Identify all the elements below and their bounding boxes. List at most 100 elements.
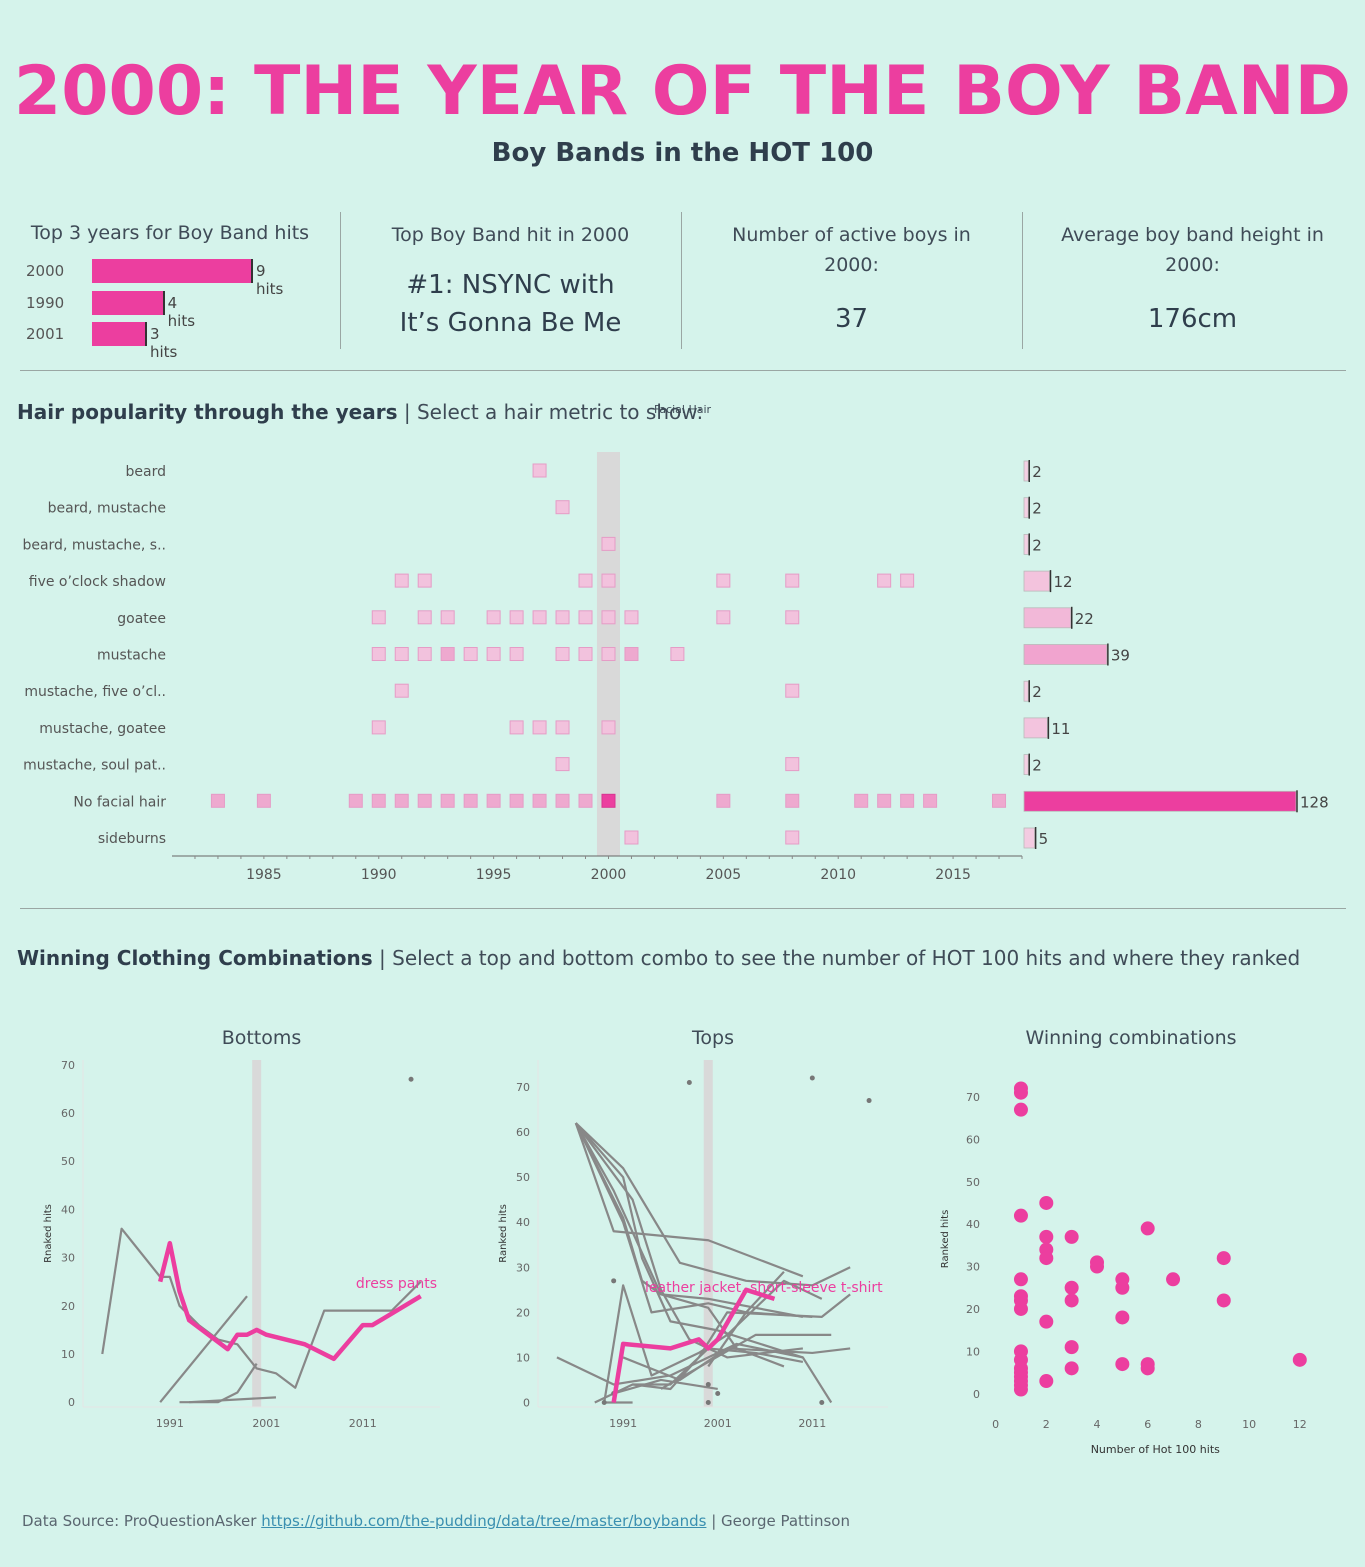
hair-year-mark (486, 647, 501, 661)
scatter-point (1039, 1229, 1054, 1244)
scatter-point (1064, 1340, 1079, 1355)
series-line (613, 1378, 718, 1395)
series-line (575, 1122, 851, 1287)
kpi-avg-height-heading-line1: Average boy band height in (1061, 224, 1324, 246)
hair-total-label: 2 (1032, 500, 1042, 518)
kpi-divider (681, 212, 682, 349)
hair-total-label: 12 (1054, 573, 1073, 591)
series-line (660, 1333, 832, 1390)
series-point (866, 1098, 872, 1104)
hair-year-mark (509, 610, 524, 625)
y-tick-label: 10 (516, 1351, 530, 1364)
highlight-year-band (252, 1060, 262, 1407)
hair-year-mark (394, 647, 409, 661)
hair-row-label: mustache, soul pat.. (23, 758, 166, 774)
hair-year-mark (578, 573, 593, 588)
x-axis-label: Number of Hot 100 hits (1091, 1443, 1220, 1456)
hair-total-label: 2 (1032, 536, 1042, 554)
hair-year-mark (578, 647, 593, 661)
hair-total-label: 11 (1051, 720, 1070, 738)
tops-chart[interactable]: Tops 0 10 20 30 40 50 60 70 1991 2001 2011 Ranked hi… (470, 1020, 900, 1440)
x-tick-label: 2015 (935, 867, 971, 883)
chart-title: Bottoms (222, 1027, 302, 1049)
hair-year-mark (992, 793, 1007, 808)
page-subtitle: Boy Bands in the HOT 100 (491, 138, 874, 168)
top-year-label: 2000 (26, 262, 65, 280)
hair-year-mark (601, 793, 616, 808)
hair-year-mark (900, 573, 915, 588)
bottoms-chart[interactable]: Bottoms 0 10 20 30 40 50 60 70 1991 2001 2011 Rnaked… (20, 1020, 450, 1440)
scatter-point (1013, 1208, 1028, 1223)
top-year-bar (92, 291, 165, 315)
hair-year-mark (670, 647, 685, 661)
hair-year-mark (417, 793, 432, 808)
hair-year-mark (509, 793, 524, 808)
series-line (707, 1271, 785, 1368)
hair-year-mark (371, 647, 386, 661)
scatter-point (1166, 1272, 1181, 1287)
hair-row-label: No facial hair (73, 794, 166, 810)
kpi-active-boys-heading-line1: Number of active boys in (732, 224, 971, 246)
hair-year-mark (601, 536, 616, 551)
series-point (705, 1381, 711, 1387)
hair-total-label: 22 (1075, 610, 1094, 628)
hair-year-mark (716, 573, 731, 588)
x-tick-label: 2001 (252, 1417, 280, 1430)
hair-row-label: mustache, goatee (39, 721, 166, 737)
scatter-point (1115, 1310, 1130, 1325)
scatter-point (1013, 1382, 1028, 1397)
hair-year-mark (877, 573, 892, 588)
series-line (594, 1293, 851, 1404)
hair-year-mark (555, 500, 570, 515)
hair-year-mark (601, 647, 616, 661)
scatter-point (1115, 1280, 1130, 1295)
series-point (809, 1075, 815, 1081)
scatter-point (1216, 1293, 1231, 1308)
hair-total-label: 128 (1300, 793, 1329, 811)
top-year-label: 2001 (26, 325, 65, 343)
footer-source-link[interactable]: https://github.com/the-pudding/data/tree… (261, 1512, 707, 1530)
hair-year-mark (371, 720, 386, 735)
x-tick-label: 2011 (349, 1417, 377, 1430)
x-tick-label: 2 (1043, 1418, 1050, 1431)
y-tick-label: 60 (966, 1133, 980, 1146)
top-year-hits-label: 9 hits (256, 262, 284, 298)
y-tick-label: 40 (61, 1203, 75, 1216)
hair-total-bar (1023, 717, 1048, 739)
series-line (574, 1122, 803, 1359)
chart-title: Tops (691, 1027, 734, 1049)
kpi-active-boys-value: 37 (834, 304, 869, 334)
hair-year-mark (877, 793, 892, 808)
footer-source: Data Source: ProQuestionAsker (22, 1512, 262, 1530)
series-point (686, 1080, 692, 1086)
hair-year-mark (785, 683, 800, 698)
hair-total-bar (1023, 754, 1029, 776)
kpi-divider (340, 212, 341, 349)
y-tick-label: 30 (966, 1261, 980, 1274)
y-tick-label: 20 (966, 1303, 980, 1316)
series-line (179, 1363, 258, 1404)
hair-row-label: mustache (97, 648, 166, 664)
hair-year-mark (555, 757, 570, 772)
scatter-point (1292, 1352, 1307, 1367)
hair-year-mark (509, 647, 524, 661)
series-line (575, 1122, 833, 1404)
hair-year-mark (486, 610, 501, 625)
hair-year-mark (785, 830, 800, 845)
hair-year-mark (394, 793, 409, 808)
series-point (819, 1399, 825, 1405)
hair-total-bar (1023, 607, 1072, 629)
x-tick-label: 2011 (798, 1417, 826, 1430)
scatter-point (1039, 1374, 1054, 1389)
series-point (705, 1399, 711, 1405)
hair-total-bar (1023, 460, 1029, 482)
hair-metric-selector[interactable]: Facial Hair (654, 403, 712, 416)
y-tick-label: 20 (516, 1306, 530, 1319)
hair-total-bar (1023, 570, 1050, 592)
kpi-top-hit-heading: Top Boy Band hit in 2000 (391, 224, 630, 246)
winning-combinations-chart[interactable]: Winning combinations 0 10 20 30 40 50 60 70 0 2 4 6 8… (915, 1020, 1355, 1460)
hair-row-label: beard, mustache, s.. (22, 537, 166, 553)
x-tick-label: 2001 (704, 1417, 732, 1430)
hair-year-mark (601, 610, 616, 625)
x-tick-label: 2010 (820, 867, 856, 883)
